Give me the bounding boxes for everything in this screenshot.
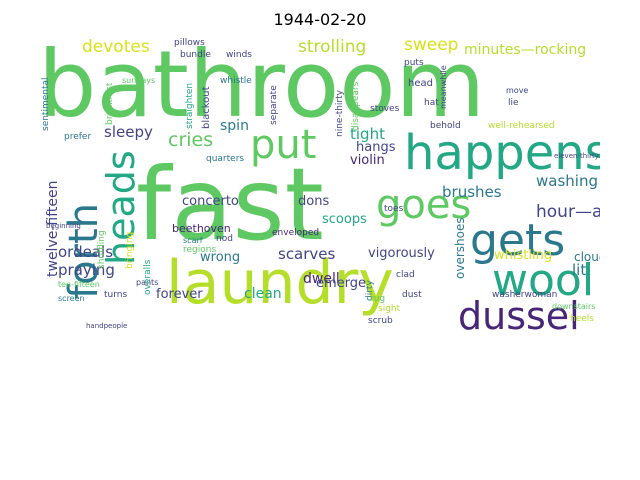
word-hat: hat — [424, 98, 439, 108]
word-scoops: scoops — [322, 212, 367, 227]
word-meanwhile: meanwhile — [439, 65, 448, 109]
word-ordeals: ordeals — [58, 243, 114, 261]
word-blackout: blackout — [201, 86, 212, 129]
word-breakfast: breakfast — [105, 82, 115, 125]
word-happens: happens — [404, 125, 600, 181]
word-wool: wool — [492, 255, 595, 306]
word-dons: dons — [298, 194, 330, 209]
word-clad: clad — [396, 270, 415, 280]
word-strolling: strolling — [298, 37, 367, 57]
word-quarters: quarters — [206, 154, 245, 164]
word-sentimental: sentimental — [41, 77, 51, 131]
word-toes: toes — [384, 204, 404, 214]
word-cloud: cloud — [574, 250, 600, 264]
page-title: 1944-02-20 — [273, 10, 367, 29]
word-spin: spin — [220, 118, 249, 134]
word-beginning: beginning — [46, 222, 81, 230]
word-wrong: wrong — [200, 250, 241, 265]
word-disappears: disappears — [351, 81, 361, 131]
word-scarves: scarves — [278, 245, 336, 263]
word-downstairs: downstairs — [552, 302, 596, 311]
word-well-rehearsed: well-rehearsed — [488, 121, 555, 131]
word-put: put — [250, 122, 317, 168]
word-nod: nod — [216, 234, 233, 244]
word-handpeople: handpeople — [86, 322, 128, 330]
word-dussel: dussel — [458, 294, 580, 335]
word-fast: fast — [136, 146, 324, 263]
word-hour-an: hour—an — [536, 202, 600, 222]
word-lit: lit — [572, 261, 587, 279]
word-clean: clean — [244, 286, 282, 302]
word-stoves: stoves — [370, 104, 400, 114]
word-hangs: hangs — [356, 140, 396, 155]
word-lie: lie — [508, 98, 519, 108]
word-washerwoman: washerwoman — [492, 290, 558, 300]
word-pillows: pillows — [174, 38, 205, 48]
word-beethoven: beethoven — [172, 222, 231, 235]
word-laundry: laundry — [166, 248, 394, 318]
word-whistle: whistle — [220, 76, 252, 86]
word-concerto: concerto — [182, 194, 239, 209]
word-eleven-thirty: eleven-thirty — [554, 152, 599, 160]
word-praying: praying — [58, 261, 115, 279]
word-violin: violin — [350, 153, 385, 168]
word-dust: dust — [402, 290, 422, 300]
word-regions: regions — [183, 245, 217, 255]
word-brushes: brushes — [442, 183, 502, 201]
word-turns: turns — [104, 290, 128, 300]
word-head: head — [408, 78, 433, 89]
word-separate: separate — [269, 85, 279, 125]
word-sweep: sweep — [404, 35, 459, 55]
word-bringing: bringing — [125, 231, 135, 269]
word-screen: screen — [58, 294, 85, 303]
word-whistling: whistling — [494, 248, 553, 263]
word-bathroom: bathroom — [40, 33, 486, 138]
word-cloud: bathroom fast laundry happens put gets g… — [40, 33, 600, 335]
word-devotes: devotes — [82, 37, 150, 57]
word-shuffling: shuffling — [97, 230, 107, 269]
word-nine-thirty: nine-thirty — [335, 90, 345, 137]
word-vigorously: vigorously — [368, 246, 435, 261]
word-scrub: scrub — [368, 316, 393, 326]
word-sundays: sundays — [122, 76, 156, 85]
word-goes: goes — [376, 182, 472, 228]
word-dwell: dwell — [303, 271, 340, 287]
word-enveloped: enveloped — [272, 228, 320, 238]
word-forever: forever — [156, 287, 203, 302]
word-behold: behold — [430, 121, 461, 131]
word-washing: washing — [536, 172, 598, 190]
word-move: move — [506, 86, 529, 95]
word-ten-fifteen: ten-fifteen — [58, 280, 100, 289]
word-cries: cries — [168, 129, 214, 151]
word-sleepy: sleepy — [104, 123, 153, 141]
word-straighten: straighten — [185, 82, 195, 129]
word-sight: sight — [378, 304, 401, 314]
word-heels: heels — [570, 314, 594, 324]
word-emerge: emerge — [316, 276, 367, 291]
word-winds: winds — [226, 50, 252, 60]
word-overalls: overalls — [143, 259, 153, 295]
word-minutes-rocking: minutes—rocking — [464, 42, 587, 58]
word-rug: rug — [370, 294, 386, 304]
word-tight: tight — [350, 125, 385, 143]
word-gets: gets — [470, 215, 566, 266]
word-pants: pants — [136, 278, 159, 287]
word-overshoes: overshoes — [453, 217, 467, 279]
word-bundle: bundle — [180, 50, 211, 60]
word-prefer: prefer — [64, 132, 92, 142]
word-puts: puts — [404, 58, 424, 68]
word-scarf: scarf — [183, 236, 203, 245]
